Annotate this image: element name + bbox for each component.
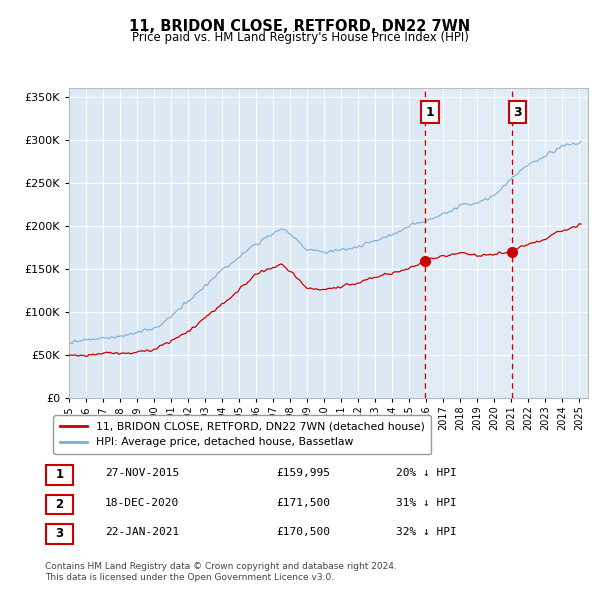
- Text: 3: 3: [55, 527, 64, 540]
- Text: 32% ↓ HPI: 32% ↓ HPI: [396, 527, 457, 537]
- Text: 11, BRIDON CLOSE, RETFORD, DN22 7WN: 11, BRIDON CLOSE, RETFORD, DN22 7WN: [130, 19, 470, 34]
- Text: 3: 3: [513, 106, 522, 119]
- Text: £170,500: £170,500: [276, 527, 330, 537]
- Text: Contains HM Land Registry data © Crown copyright and database right 2024.
This d: Contains HM Land Registry data © Crown c…: [45, 562, 397, 582]
- Text: 1: 1: [425, 106, 434, 119]
- FancyBboxPatch shape: [46, 465, 73, 485]
- Text: 18-DEC-2020: 18-DEC-2020: [105, 498, 179, 507]
- Legend: 11, BRIDON CLOSE, RETFORD, DN22 7WN (detached house), HPI: Average price, detach: 11, BRIDON CLOSE, RETFORD, DN22 7WN (det…: [53, 415, 431, 454]
- Text: 22-JAN-2021: 22-JAN-2021: [105, 527, 179, 537]
- FancyBboxPatch shape: [46, 494, 73, 514]
- Text: £159,995: £159,995: [276, 468, 330, 478]
- Text: 2: 2: [55, 498, 64, 511]
- Bar: [425, 88, 588, 398]
- Text: Price paid vs. HM Land Registry's House Price Index (HPI): Price paid vs. HM Land Registry's House …: [131, 31, 469, 44]
- Text: 1: 1: [55, 468, 64, 481]
- Text: 20% ↓ HPI: 20% ↓ HPI: [396, 468, 457, 478]
- Text: 27-NOV-2015: 27-NOV-2015: [105, 468, 179, 478]
- FancyBboxPatch shape: [46, 524, 73, 544]
- Text: £171,500: £171,500: [276, 498, 330, 507]
- Text: 31% ↓ HPI: 31% ↓ HPI: [396, 498, 457, 507]
